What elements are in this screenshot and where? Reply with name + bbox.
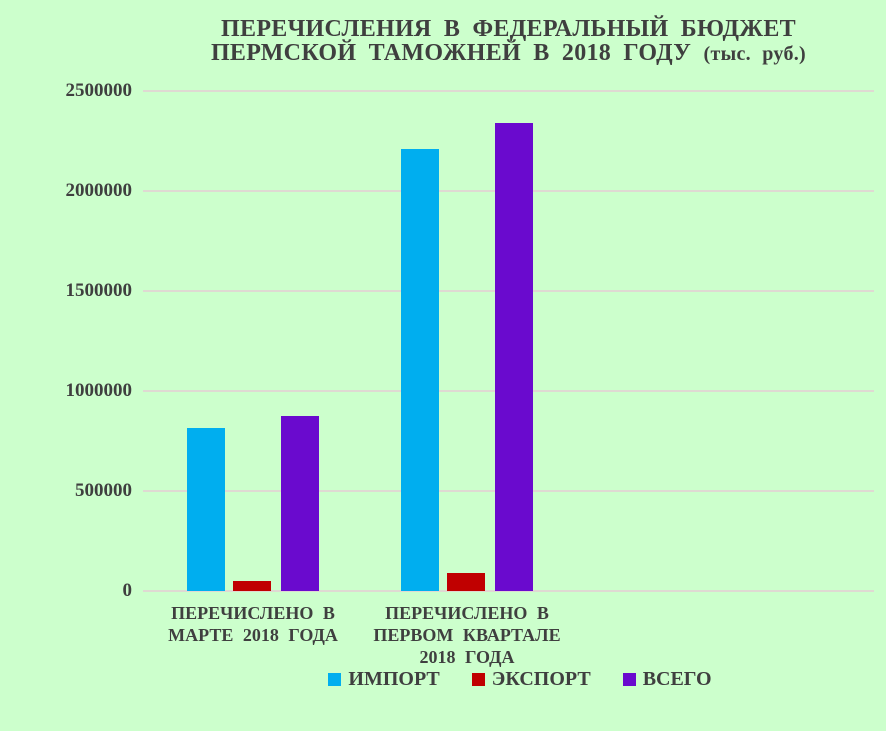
gridline-2500000 [143, 90, 874, 92]
y-tick-label: 1000000 [65, 380, 133, 401]
legend-item-экспорт: ЭКСПОРТ [471, 667, 591, 691]
category-label-line: МАРТЕ 2018 ГОДА [168, 625, 338, 645]
category-label-line: ПЕРЕЧИСЛЕНО В [171, 603, 335, 623]
y-tick-label: 2500000 [65, 80, 133, 101]
chart-title-line2-main: ПЕРМСКОЙ ТАМОЖНЕЙ В 2018 ГОДУ [210, 40, 692, 66]
category-label-2: ПЕРЕЧИСЛЕНО В ПЕРВОМ КВАРТАЛЕ 2018 ГОДА [355, 602, 579, 668]
bar-экспорт-group1 [233, 581, 271, 591]
chart-title-line1: ПЕРЕЧИСЛЕНИЯ В ФЕДЕРАЛЬНЫЙ БЮДЖЕТ [221, 16, 796, 42]
bar-экспорт-group2 [447, 573, 485, 591]
chart-title-line2: ПЕРМСКОЙ ТАМОЖНЕЙ В 2018 ГОДУ (тыс. руб.… [143, 41, 874, 66]
legend-marker-icon [471, 672, 485, 686]
legend-item-импорт: ИМПОРТ [328, 667, 440, 691]
y-tick-label: 0 [122, 580, 133, 601]
category-label-line: 2018 ГОДА [419, 647, 515, 667]
y-tick-label: 2000000 [65, 180, 133, 201]
chart-title-units: (тыс. руб.) [703, 43, 807, 65]
bar-импорт-group1 [187, 428, 225, 591]
bar-импорт-group2 [401, 149, 439, 591]
legend-label: ЭКСПОРТ [491, 668, 591, 690]
category-label-line: ПЕРЕЧИСЛЕНО В [385, 603, 549, 623]
legend-label: ВСЕГО [642, 668, 712, 690]
legend-marker-icon [328, 672, 342, 686]
gridline-0 [143, 590, 874, 592]
bar-всего-group1 [281, 416, 319, 591]
y-tick-label: 500000 [75, 480, 132, 501]
bar-всего-group2 [495, 123, 533, 591]
category-label-line: ПЕРВОМ КВАРТАЛЕ [373, 625, 561, 645]
legend-marker-icon [622, 672, 636, 686]
legend-item-всего: ВСЕГО [622, 667, 712, 691]
plot-area [143, 90, 874, 592]
chart-title: ПЕРЕЧИСЛЕНИЯ В ФЕДЕРАЛЬНЫЙ БЮДЖЕТ ПЕРМСК… [143, 17, 874, 66]
legend-label: ИМПОРТ [348, 668, 440, 690]
category-label-1: ПЕРЕЧИСЛЕНО В МАРТЕ 2018 ГОДА [141, 602, 365, 646]
legend: ИМПОРТ ЭКСПОРТ ВСЕГО [143, 667, 886, 691]
y-tick-label: 1500000 [65, 280, 133, 301]
